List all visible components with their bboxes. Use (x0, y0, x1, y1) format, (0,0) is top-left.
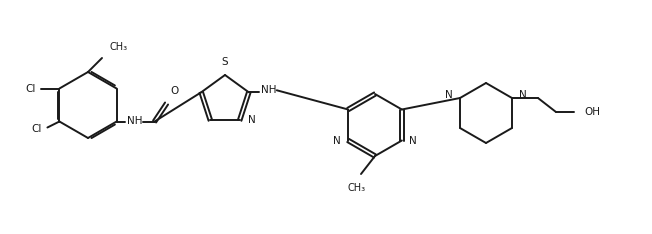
Text: N: N (519, 90, 527, 100)
Text: CH₃: CH₃ (110, 42, 128, 52)
Text: NH: NH (261, 85, 276, 95)
Text: N: N (248, 115, 256, 125)
Text: O: O (171, 87, 179, 96)
Text: Cl: Cl (25, 84, 35, 94)
Text: N: N (409, 135, 417, 146)
Text: NH: NH (127, 117, 142, 127)
Text: CH₃: CH₃ (348, 183, 366, 193)
Text: N: N (333, 135, 341, 146)
Text: Cl: Cl (31, 124, 42, 135)
Text: N: N (445, 90, 453, 100)
Text: S: S (222, 57, 228, 67)
Text: OH: OH (584, 107, 600, 117)
